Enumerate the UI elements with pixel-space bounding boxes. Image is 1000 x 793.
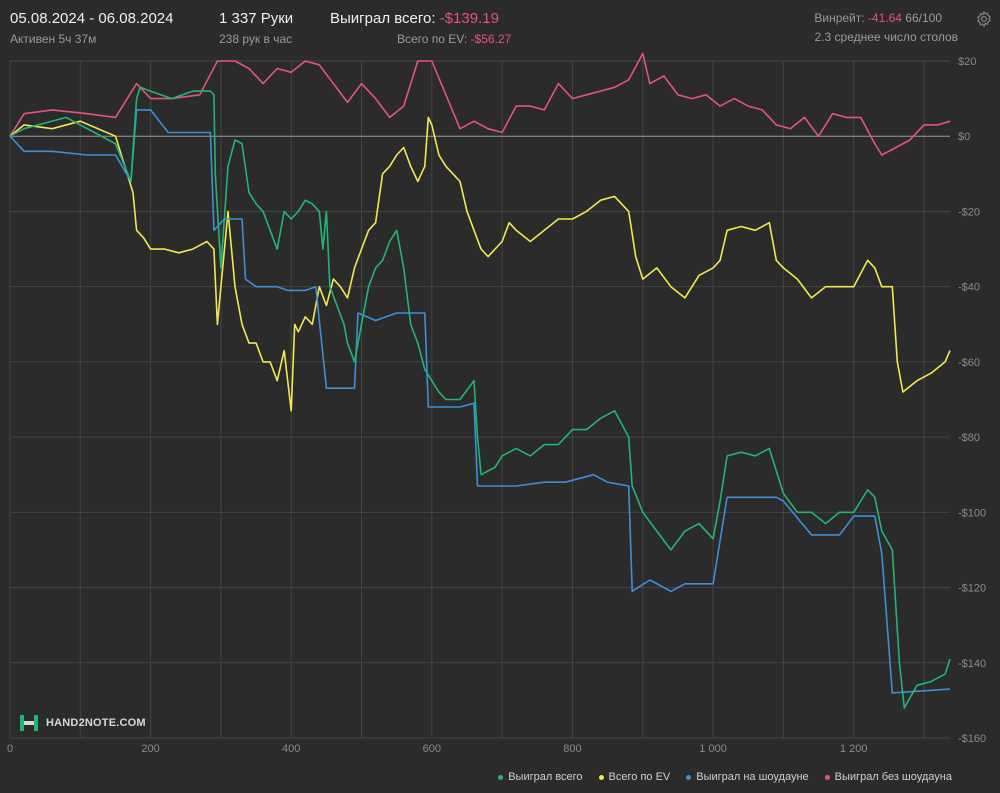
- legend-item-ev[interactable]: Всего по EV: [598, 771, 671, 783]
- winrate-value: -41.64: [867, 11, 902, 25]
- avg-tables: 2.3 среднее число столов: [814, 30, 958, 44]
- logo-icon: [20, 715, 38, 731]
- y-tick-label: -$20: [958, 206, 980, 218]
- y-tick-label: -$100: [958, 507, 986, 519]
- series-line-non-showdown: [9, 52, 951, 156]
- y-tick-label: -$120: [958, 583, 986, 595]
- active-time: Активен 5ч 37м: [10, 32, 97, 46]
- x-tick-label: 600: [423, 743, 441, 755]
- chart-series: [9, 52, 951, 709]
- winrate-unit: 66/100: [905, 11, 942, 25]
- legend-label-ev: Всего по EV: [608, 771, 671, 783]
- gear-icon[interactable]: [975, 10, 993, 28]
- legend-dot-ev: [598, 774, 604, 780]
- stats-header: 05.08.2024 - 06.08.2024 Активен 5ч 37м 1…: [0, 0, 1000, 52]
- legend-label-showdown: Выиграл на шоудауне: [696, 771, 809, 783]
- series-line-showdown: [9, 109, 951, 694]
- legend-dot-won: [498, 774, 504, 780]
- y-tick-label: $0: [958, 131, 970, 143]
- y-tick-label: -$160: [958, 733, 986, 745]
- y-tick-label: -$60: [958, 357, 980, 369]
- winrate-label: Винрейт:: [814, 11, 865, 25]
- legend-item-showdown[interactable]: Выиграл на шоудауне: [686, 771, 809, 783]
- x-tick-label: 400: [282, 743, 300, 755]
- total-won: Выиграл всего: -$139.19: [330, 10, 499, 27]
- x-tick-label: 1 200: [840, 743, 868, 755]
- y-tick-label: -$40: [958, 282, 980, 294]
- x-tick-label: 1 000: [699, 743, 727, 755]
- chart-grid: [9, 60, 950, 739]
- legend-label-won: Выиграл всего: [508, 771, 583, 783]
- hands-per-hour: 238 рук в час: [219, 32, 293, 46]
- legend-item-won[interactable]: Выиграл всего: [498, 771, 583, 783]
- hands-count: 1 337 Руки: [219, 10, 294, 27]
- total-ev-label: Всего по EV:: [397, 32, 468, 46]
- series-line-ev: [9, 116, 951, 412]
- y-tick-label: $20: [958, 56, 976, 68]
- total-ev-value: -$56.27: [470, 32, 512, 46]
- series-line-won: [9, 86, 951, 709]
- y-tick-label: -$80: [958, 432, 980, 444]
- total-won-value: -$139.19: [439, 10, 499, 27]
- x-tick-label: 200: [141, 743, 159, 755]
- legend-label-non-showdown: Выиграл без шоудауна: [834, 771, 952, 783]
- x-tick-label: 800: [563, 743, 581, 755]
- hand2note-logo: HAND2NOTE.COM: [18, 712, 146, 734]
- legend-dot-showdown: [686, 774, 692, 780]
- date-range[interactable]: 05.08.2024 - 06.08.2024: [10, 10, 174, 27]
- chart-axes: $20 $0 -$20 -$40 -$60 -$80 -$100 -$120 -$140 -$16…: [7, 56, 986, 755]
- y-tick-label: -$140: [958, 658, 986, 670]
- winrate: Винрейт: -41.64 66/100: [814, 11, 942, 25]
- x-tick-label: 0: [7, 743, 13, 755]
- legend-item-non-showdown[interactable]: Выиграл без шоудауна: [824, 771, 952, 783]
- chart-legend: Выиграл всего Всего по EV Выиграл на шоу…: [498, 771, 952, 783]
- total-ev: Всего по EV: -$56.27: [397, 32, 511, 46]
- total-won-label: Выиграл всего:: [330, 10, 436, 27]
- legend-dot-non-showdown: [824, 774, 830, 780]
- logo-text: HAND2NOTE.COM: [46, 717, 146, 729]
